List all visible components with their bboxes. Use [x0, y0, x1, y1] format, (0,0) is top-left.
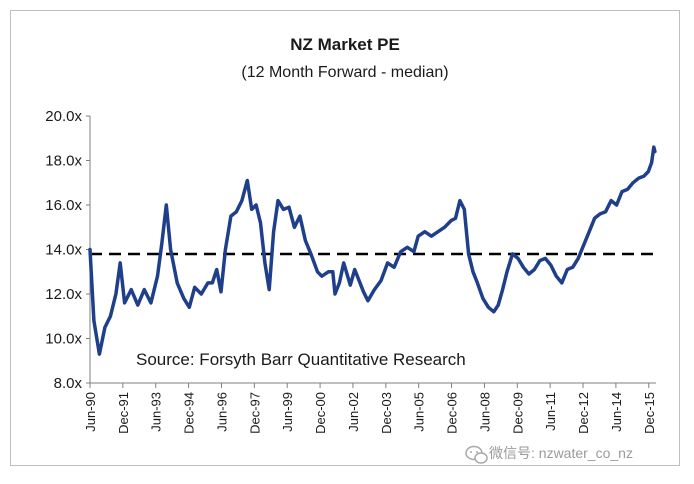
x-tick-label: Dec-00 — [313, 392, 328, 434]
watermark: 微信号: nzwater_co_nz — [465, 445, 633, 464]
y-tick-label: 14.0x — [45, 242, 82, 259]
watermark-text: 微信号: nzwater_co_nz — [489, 445, 633, 461]
y-tick-label: 18.0x — [45, 153, 82, 170]
x-tick-label: Dec-09 — [510, 392, 525, 434]
chart-frame — [10, 10, 680, 466]
y-tick-label: 8.0x — [54, 375, 83, 392]
x-tick-label: Dec-94 — [182, 392, 197, 434]
x-tick-label: Dec-91 — [116, 392, 131, 434]
source-annotation: Source: Forsyth Barr Quantitative Resear… — [136, 350, 466, 369]
x-tick-label: Dec-03 — [379, 392, 394, 434]
x-tick-label: Jun-05 — [412, 392, 427, 432]
x-tick-label: Jun-90 — [83, 392, 98, 432]
x-tick-label: Jun-99 — [280, 392, 295, 432]
x-tick-label: Dec-97 — [247, 392, 262, 434]
axes — [89, 116, 656, 384]
x-tick-label: Jun-93 — [149, 392, 164, 432]
x-axis-ticks: Jun-90 Dec-91 Jun-93 Dec-94 Jun-96 Dec-97 Jun-… — [83, 383, 657, 434]
wechat-icon — [465, 445, 488, 464]
x-tick-label: Jun-96 — [214, 392, 229, 432]
chart-title: NZ Market PE — [290, 35, 400, 54]
x-tick-label: Jun-14 — [609, 392, 624, 432]
y-tick-label: 10.0x — [45, 331, 82, 348]
y-tick-label: 16.0x — [45, 197, 82, 214]
y-tick-label: 12.0x — [45, 286, 82, 303]
x-tick-label: Dec-12 — [576, 392, 591, 434]
y-axis-ticks: 8.0x 10.0x 12.0x 14.0x 16.0x 18.0x 20.0x — [45, 108, 90, 392]
x-tick-label: Jun-02 — [346, 392, 361, 432]
y-tick-label: 20.0x — [45, 108, 82, 125]
x-tick-label: Dec-06 — [445, 392, 460, 434]
pe-series-line — [88, 145, 657, 356]
x-tick-label: Jun-08 — [477, 392, 492, 432]
chart-subtitle: (12 Month Forward - median) — [241, 64, 448, 81]
x-tick-label: Dec-15 — [642, 392, 657, 434]
x-tick-label: Jun-11 — [543, 392, 558, 431]
